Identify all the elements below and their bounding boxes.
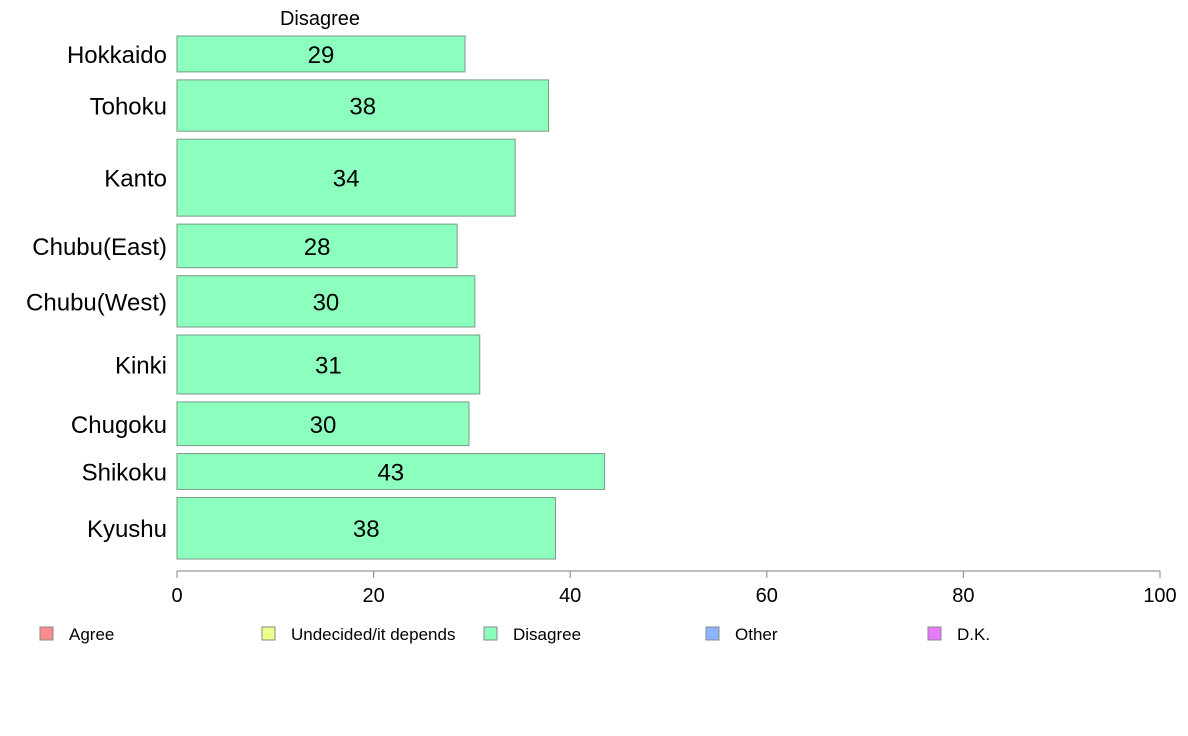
bar [176, 223, 458, 269]
bar-group: 29 Hokkaido [67, 35, 466, 73]
bar [176, 496, 556, 560]
legend-swatch [261, 626, 276, 641]
legend-item: Agree [39, 625, 114, 644]
x-tick-label: 80 [952, 585, 974, 607]
bar-group: 31 Kinki [115, 334, 481, 395]
legend-item: Other [705, 625, 778, 644]
bar-value-label: 28 [304, 234, 331, 261]
x-tick-label: 0 [171, 585, 182, 607]
bar-group: 43 Shikoku [82, 453, 606, 490]
x-tick-label: 100 [1143, 585, 1176, 607]
legend-label: Undecided/it depends [291, 625, 455, 644]
bar-value-label: 31 [315, 352, 342, 379]
bar-group: 38 Kyushu [87, 496, 556, 560]
bar-value-label: 38 [349, 94, 376, 121]
category-label: Kinki [115, 352, 167, 379]
legend-swatch [927, 626, 942, 641]
bar-value-label: 38 [353, 516, 380, 543]
legend-item: Undecided/it depends [261, 625, 455, 644]
legend-swatch [705, 626, 720, 641]
legend-label: D.K. [957, 625, 990, 644]
x-tick-label: 20 [362, 585, 384, 607]
legend-swatch [39, 626, 54, 641]
category-label: Chubu(West) [26, 289, 167, 316]
bar-value-label: 30 [313, 289, 340, 316]
bar [176, 401, 470, 447]
panel-title: Disagree [280, 8, 360, 30]
x-axis: 0 20 40 60 80 100 [171, 570, 1177, 607]
bar-group: 34 Kanto [104, 138, 516, 217]
bar-value-label: 43 [377, 460, 404, 487]
category-label: Shikoku [82, 460, 167, 487]
bar-group: 38 Tohoku [90, 79, 550, 132]
category-label: Hokkaido [67, 42, 167, 69]
legend-swatch [483, 626, 498, 641]
legend-label: Agree [69, 625, 114, 644]
bar-group: 28 Chubu(East) [32, 223, 458, 269]
bar-group: 30 Chugoku [71, 401, 470, 447]
legend: Agree Undecided/it depends Disagree Other D.… [39, 625, 990, 644]
category-label: Chubu(East) [32, 234, 167, 261]
legend-label: Other [735, 625, 778, 644]
bar [176, 275, 476, 328]
category-label: Kyushu [87, 516, 167, 543]
bar [176, 79, 550, 132]
x-tick-label: 40 [559, 585, 581, 607]
bar [176, 138, 516, 217]
x-tick-label: 60 [756, 585, 778, 607]
bars-group: 29 Hokkaido 38 Tohoku 34 Kanto 28 Chubu(East) 30… [26, 35, 606, 560]
category-label: Kanto [104, 166, 167, 193]
bar [176, 35, 466, 73]
bar [176, 334, 481, 395]
bar-value-label: 30 [310, 412, 337, 439]
category-label: Chugoku [71, 412, 167, 439]
category-label: Tohoku [90, 94, 167, 121]
legend-label: Disagree [513, 625, 581, 644]
bar [176, 453, 606, 490]
bar-value-label: 34 [333, 166, 360, 193]
legend-item: Disagree [483, 625, 581, 644]
bar-value-label: 29 [308, 42, 335, 69]
bar-group: 30 Chubu(West) [26, 275, 476, 328]
legend-item: D.K. [927, 625, 990, 644]
